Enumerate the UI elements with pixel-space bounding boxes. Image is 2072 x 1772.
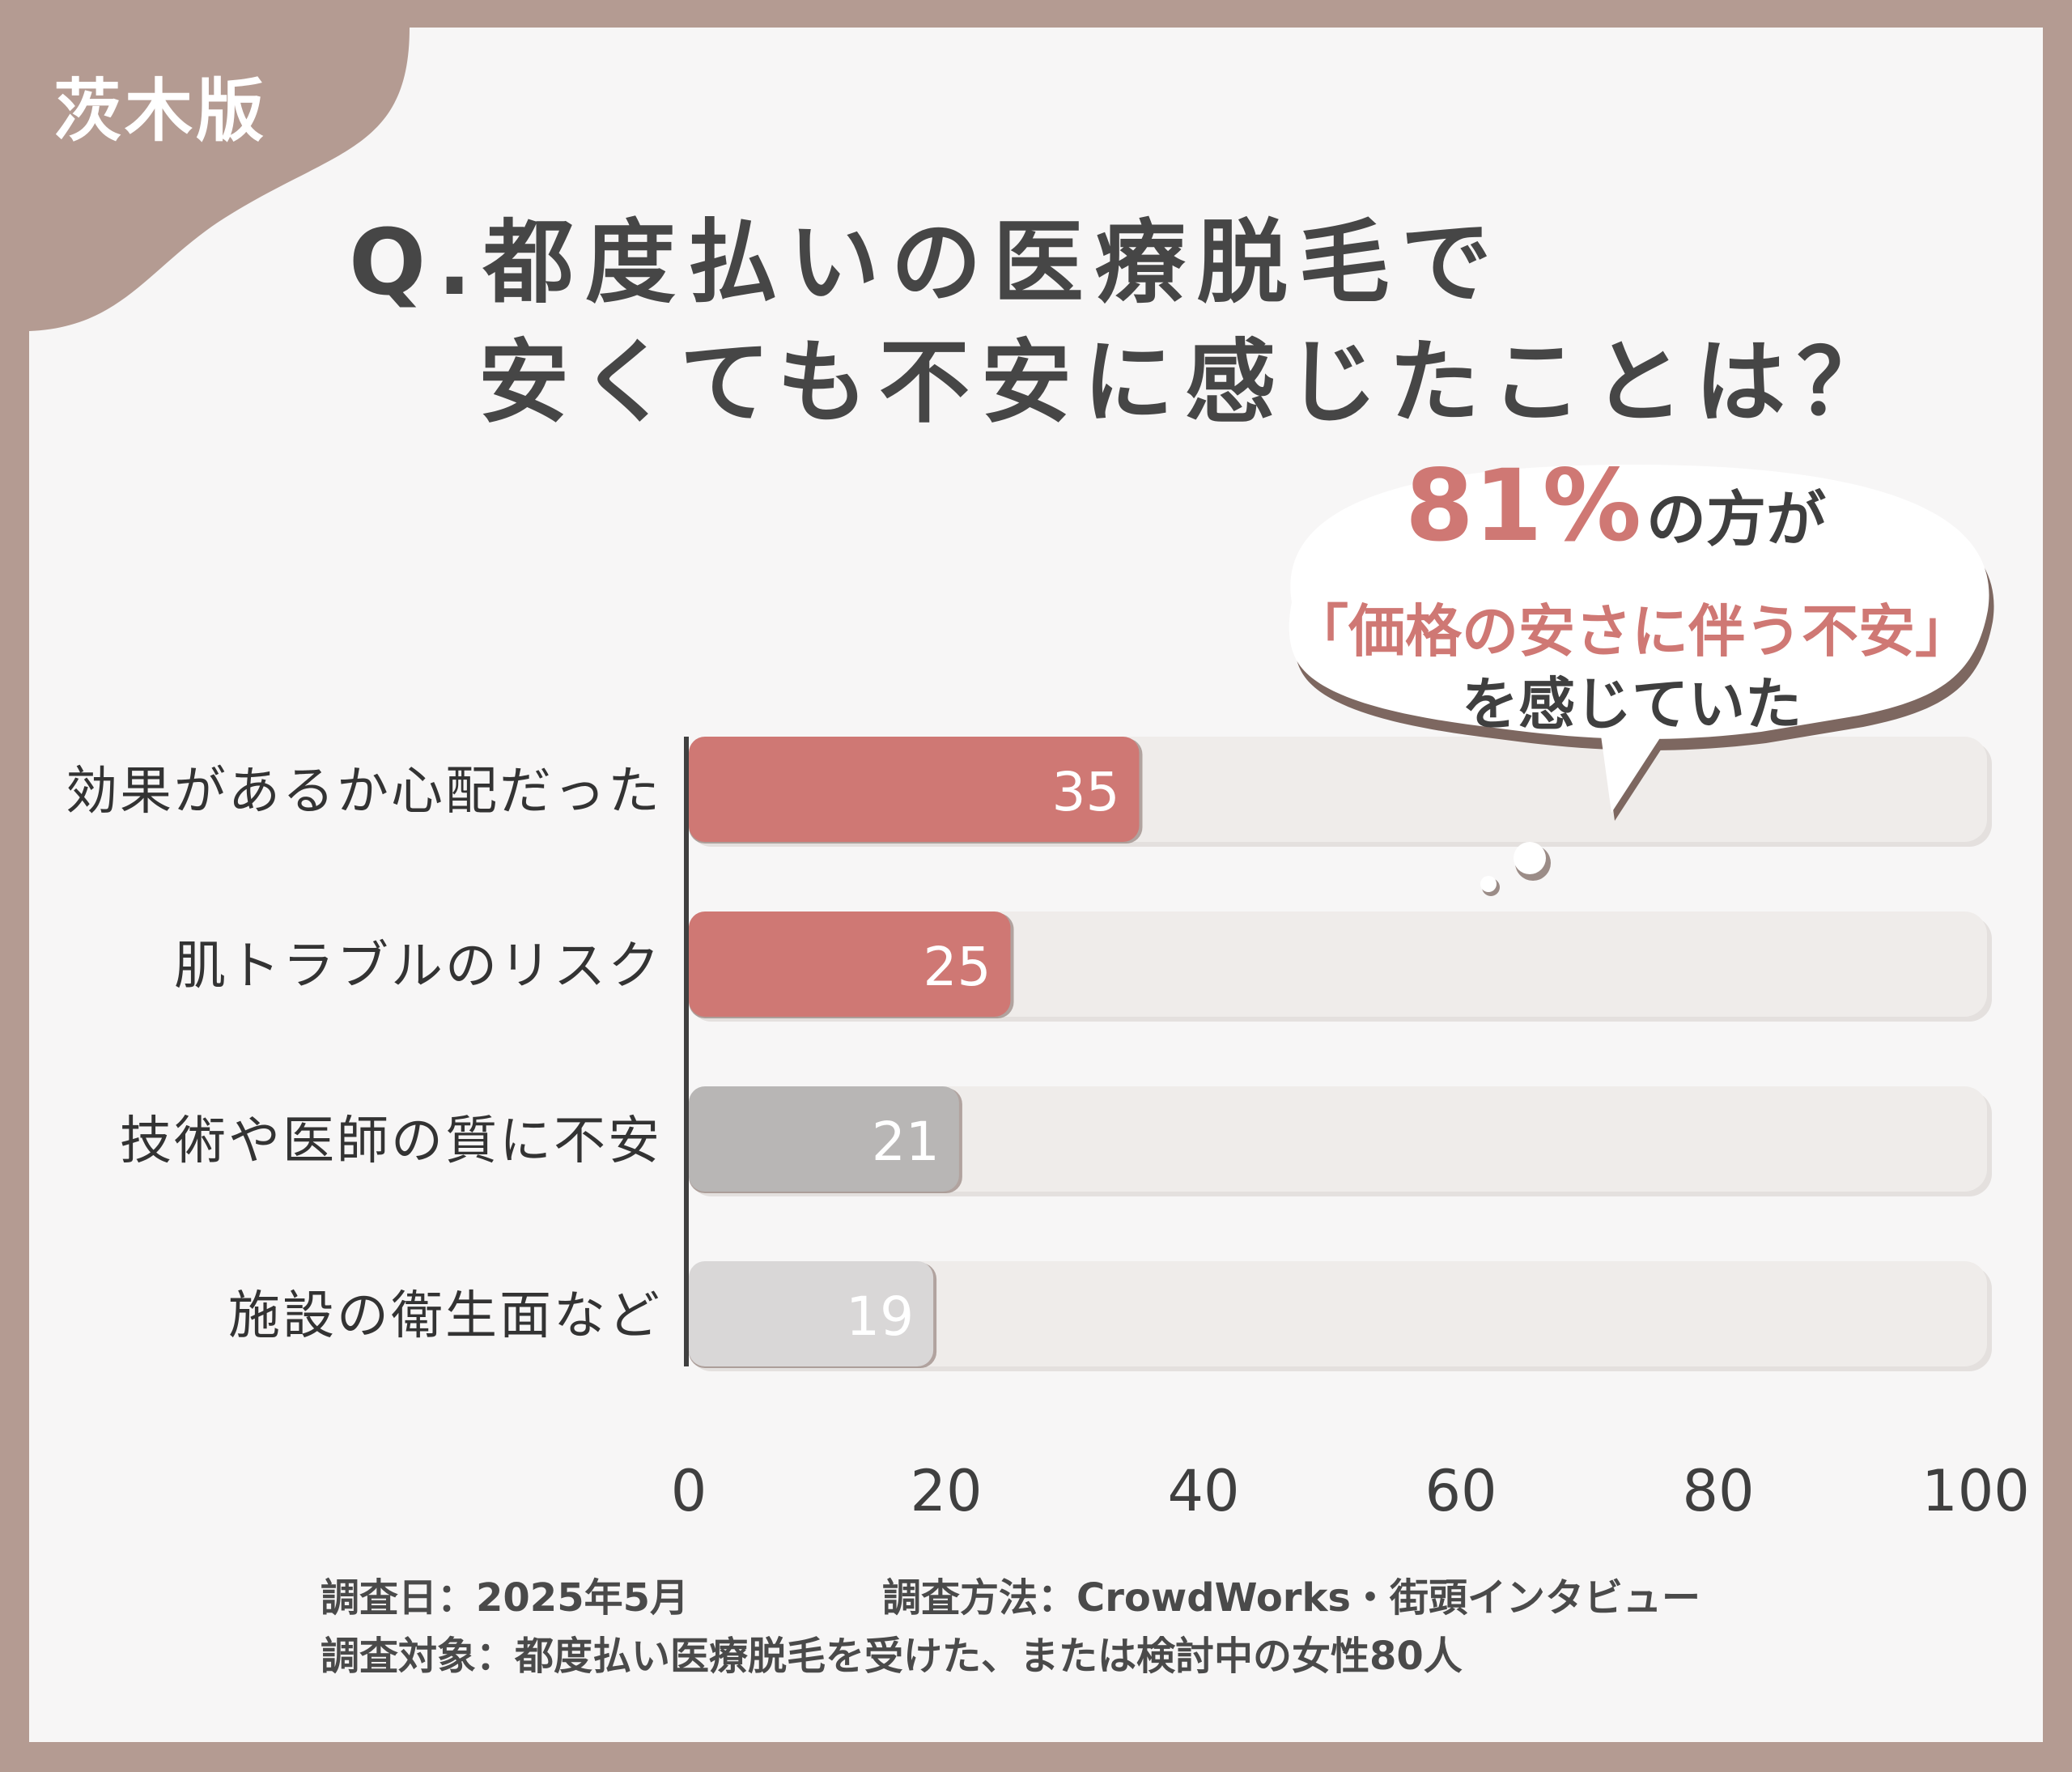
category-label-1: 効果があるか心配だった [66,762,662,822]
x-tick-label: 40 [1167,1458,1239,1524]
question-title-line-1: Q.都度払いの医療脱毛で [349,210,1503,316]
bar-value-label-3: 21 [872,1111,940,1173]
bar-value-label-2: 25 [923,936,991,998]
region-badge: 茨木版 [53,71,268,151]
callout-line1-rest: の方が [1646,485,1827,555]
category-label-4: 施設の衛生面など [228,1286,662,1346]
speech-bubble [1289,465,1994,896]
survey-date: 調査日：2025年5月 [321,1575,689,1621]
x-tick-label: 0 [671,1458,707,1524]
bar-chart: 35 効果があるか心配だった 25 肌トラブルのリスク 21 技術や医師の質に不安 19 施設… [66,737,2030,1524]
bar-2 [689,911,1011,1017]
survey-method: 調査方法：CrowdWorks・街頭インタビュー [882,1575,1700,1621]
callout-headline: 81%の方が [1405,448,1826,563]
x-tick-label: 60 [1424,1458,1497,1524]
bar-4 [689,1261,934,1366]
bar-value-label-4: 19 [846,1285,914,1348]
x-tick-label: 100 [1921,1458,2030,1524]
infographic-card: 茨木版 Q.都度払いの医療脱毛で 安くても不安に感じたことは？ 35 効果があるか… [29,28,2043,1742]
bar-value-label-1: 35 [1052,761,1120,823]
bar-1 [689,737,1140,842]
category-label-2: 肌トラブルのリスク [174,937,662,996]
category-label-3: 技術や医師の質に不安 [120,1111,662,1171]
x-tick-label: 20 [910,1458,982,1524]
callout-highlight: 「価格の安さに伴う不安」 [1292,598,1972,665]
x-tick-label: 80 [1682,1458,1754,1524]
survey-target: 調査対象：都度払い医療脱毛を受けた、または検討中の女性80人 [321,1634,1463,1679]
question-title-line-2: 安くても不安に感じたことは？ [478,330,1900,436]
bar-track [689,1086,1987,1192]
callout-percent: 81% [1405,448,1642,563]
callout-line3: を感じていた [1462,671,1802,737]
corner-badge-shape [29,28,410,331]
bar-track [689,1261,1987,1366]
bar-3 [689,1086,959,1192]
